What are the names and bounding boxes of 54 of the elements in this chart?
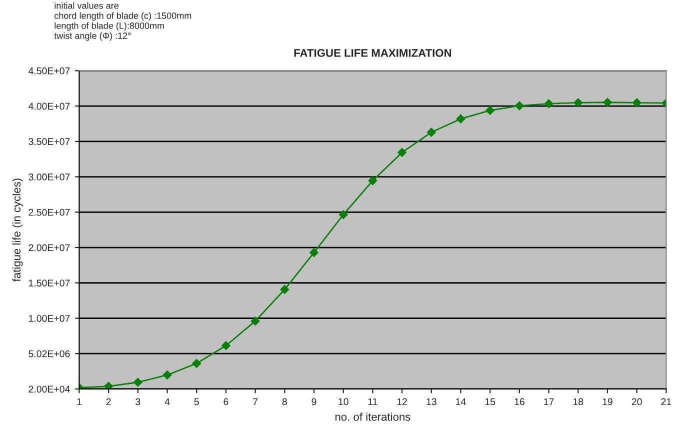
point (104, 382, 114, 389)
x-axis-title: no. of iterations (335, 412, 410, 421)
y-tick-label: 4.00E+07 (28, 102, 70, 110)
y-tick-label: 1.50E+07 (29, 280, 70, 286)
x-tick-label: 16 (514, 398, 524, 406)
point (162, 370, 172, 380)
x-tick-label: 6 (224, 398, 228, 406)
x-tick-label: 2 (106, 398, 111, 406)
x-tick-label: 13 (426, 398, 436, 406)
x-tick-label: 7 (253, 398, 258, 406)
point (514, 101, 524, 110)
point (486, 106, 495, 115)
x-tick-label: 4 (164, 398, 170, 406)
x-tick-label: 15 (485, 398, 496, 406)
point (250, 316, 260, 326)
point (544, 99, 554, 108)
y-tick-label: 2.00E+07 (28, 244, 70, 252)
x-tick-label: 3 (136, 398, 140, 406)
x-tick-label: 8 (282, 398, 287, 406)
x-tick-label: 10 (338, 398, 348, 406)
x-tick-label: 11 (368, 398, 378, 406)
point (398, 148, 406, 157)
point (632, 98, 642, 108)
x-tick-label: 5 (194, 398, 199, 406)
chart-title: FATIGUE LIFE MAXIMIZATION (294, 49, 452, 57)
x-tick-label: 20 (632, 398, 642, 406)
point (338, 210, 348, 220)
x-tick-label: 17 (544, 398, 554, 406)
x-tick-label: 14 (456, 398, 466, 406)
point (280, 285, 290, 294)
point (222, 341, 230, 350)
point (368, 176, 378, 186)
x-tick-label: 12 (397, 398, 407, 406)
point (310, 248, 318, 258)
point (192, 358, 202, 368)
point (426, 128, 436, 137)
y-tick-label: 4.50E+07 (28, 67, 70, 74)
x-tick-label: 18 (573, 398, 584, 406)
y-tick-label: 1.00E+07 (29, 314, 70, 322)
point (456, 114, 466, 124)
x-tick-label: 1 (77, 398, 82, 406)
text: initial values are chord length of blade (c) :1500mm length of blade (L):8000mm twist angle (Φ) :12° (54, 2, 192, 41)
y-tick-label: 2.50E+07 (28, 208, 70, 216)
y-tick-label: 5.02E+06 (28, 350, 70, 358)
point (133, 378, 142, 387)
y-tick-label: 3.50E+07 (28, 138, 70, 146)
point (603, 98, 612, 107)
y-axis-title: fatigue life (in cycles) (12, 178, 23, 282)
y-tick-label: 3.00E+07 (28, 174, 70, 180)
y-tick-label: 2.00E+04 (28, 386, 70, 393)
point (574, 98, 583, 108)
x-tick-label: 21 (661, 398, 672, 406)
x-tick-label: 19 (602, 398, 612, 406)
x-tick-label: 9 (312, 398, 316, 406)
